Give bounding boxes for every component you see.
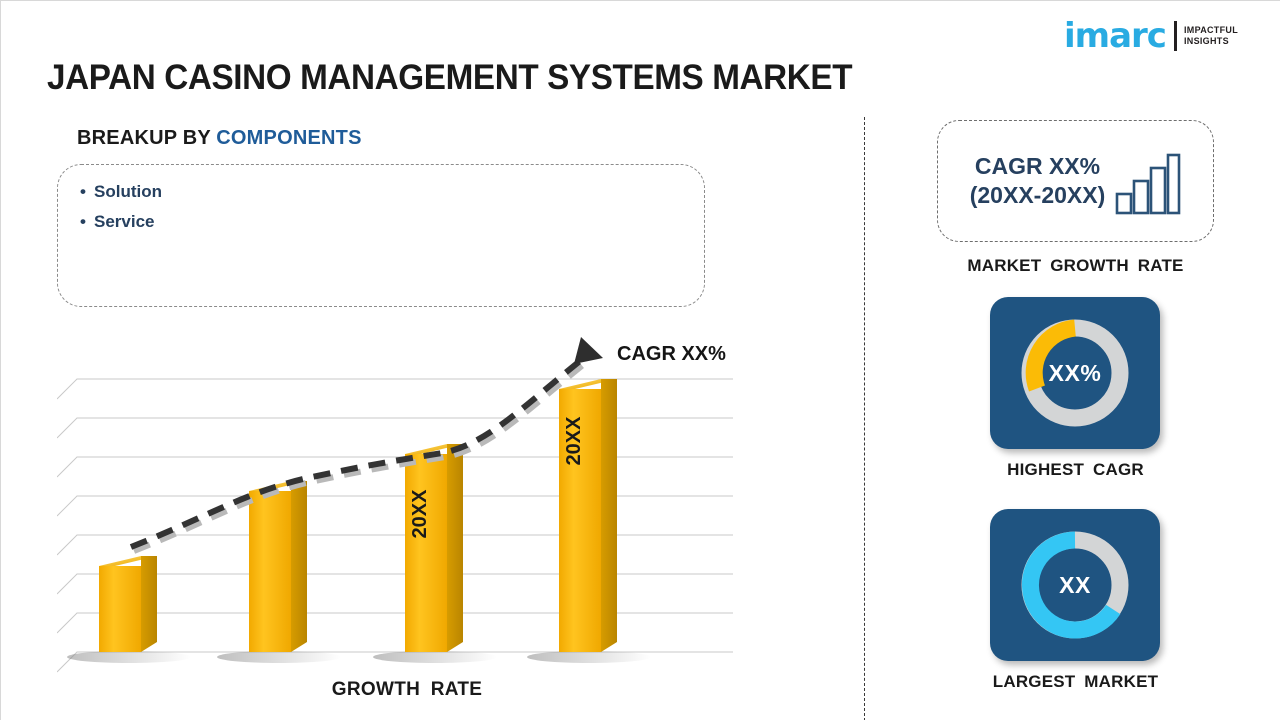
largest-market-donut <box>1021 531 1129 639</box>
bar-4-label: 20XX <box>563 416 585 466</box>
breakup-heading: BREAKUP BY COMPONENTS <box>77 127 362 150</box>
caption-highest-cagr: HIGHEST CAGR <box>1007 460 1144 479</box>
page-title: JAPAN CASINO MANAGEMENT SYSTEMS MARKET <box>47 58 853 97</box>
list-item: • Solution <box>80 177 704 207</box>
logo-wordmark: imarc <box>1064 16 1167 56</box>
imarc-logo: imarc IMPACTFUL INSIGHTS <box>1064 15 1238 57</box>
chart-canvas: 20XX 20XX <box>57 337 733 673</box>
highest-cagr-value: XX% <box>1048 359 1102 386</box>
list-item-label: Service <box>94 212 155 232</box>
highest-cagr-donut <box>1021 319 1129 427</box>
bullet-icon: • <box>80 212 86 232</box>
logo-divider-bar <box>1173 21 1177 51</box>
bar-shadows <box>67 651 651 663</box>
logo-tagline-line1: IMPACTFUL <box>1183 24 1238 35</box>
breakup-heading-accent: COMPONENTS <box>216 127 362 149</box>
cagr-trendline-label: CAGR XX% <box>617 343 726 365</box>
highest-cagr-card: XX% <box>990 297 1160 449</box>
cagr-summary-box: CAGR XX% (20XX-20XX) <box>937 120 1214 242</box>
components-list-box: • Solution • Service <box>57 164 705 307</box>
logo-tagline-line2: INSIGHTS <box>1183 36 1229 46</box>
x-axis-label: GROWTH RATE <box>331 679 483 700</box>
cagr-trendline <box>129 337 603 554</box>
bar-3: 20XX <box>405 444 463 652</box>
bar-1 <box>99 556 157 652</box>
list-item: • Service <box>80 207 704 237</box>
growth-rate-bar-chart: 20XX 20XX CAGR XX% GROWTH RATE <box>57 331 757 706</box>
section-divider <box>864 117 865 720</box>
breakup-heading-prefix: BREAKUP BY <box>77 127 217 149</box>
bar-chart-icon <box>1115 153 1181 215</box>
cagr-summary-line1: CAGR XX% <box>974 153 1101 180</box>
list-item-label: Solution <box>94 182 162 201</box>
bar-3-label: 20XX <box>409 489 431 539</box>
bullet-icon: • <box>80 182 86 201</box>
caption-market-growth-rate: MARKET GROWTH RATE <box>967 256 1184 275</box>
bar-2 <box>249 481 307 652</box>
bar-4: 20XX <box>559 379 617 652</box>
cagr-summary-text: CAGR XX% (20XX-20XX) <box>970 152 1106 210</box>
caption-largest-market: LARGEST MARKET <box>992 672 1159 691</box>
trendline-arrow-icon <box>574 337 603 364</box>
largest-market-value: XX <box>1059 571 1091 598</box>
chart-gridlines <box>57 378 733 673</box>
cagr-summary-line2: (20XX-20XX) <box>969 182 1106 208</box>
logo-tagline: IMPACTFUL INSIGHTS <box>1184 25 1238 48</box>
largest-market-card: XX <box>990 509 1160 661</box>
